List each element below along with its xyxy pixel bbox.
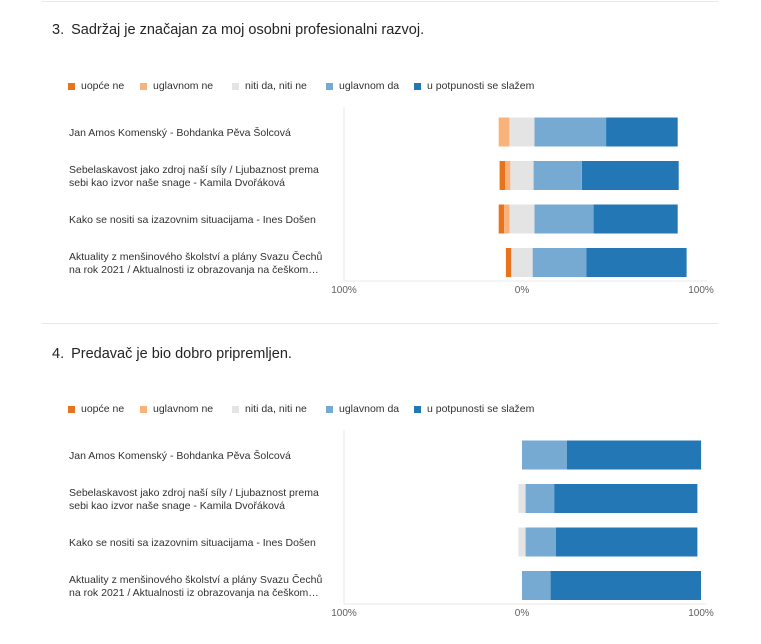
- bar-segment-uglavnom-da: [525, 527, 556, 557]
- category-label: sebi kao izvor naše snage - Kamila Dvořá…: [69, 177, 285, 189]
- bar-segment-niti-da-niti-ne: [509, 117, 535, 147]
- category-label: Kako se nositi sa izazovnim situacijama …: [69, 214, 316, 226]
- legend-swatch-uopce-ne: [68, 405, 75, 413]
- question-3-number: 3.: [52, 22, 65, 38]
- legend-item-uglavnom-da: uglavnom da: [326, 403, 399, 415]
- legend-swatch-uglavnom-ne: [140, 82, 147, 90]
- legend-swatch-uglavnom-ne: [140, 405, 147, 413]
- category-label: Aktuality z menšinového školství a plány…: [69, 573, 322, 586]
- tick-label-left-100: 100%: [331, 608, 357, 619]
- legend-item-uglavnom-da: uglavnom da: [326, 80, 399, 92]
- question-3-chart: Jan Amos Komenský - Bohdanka Pěva Šolcov…: [69, 107, 714, 296]
- bar-segment-uglavnom-da: [533, 161, 582, 190]
- bar-segment-niti-da-niti-ne: [511, 248, 533, 277]
- question-4-number: 4.: [52, 346, 65, 362]
- question-3-block: 3. Sadržaj je značajan za moj osobni prof…: [0, 0, 761, 318]
- question-4-block: 4. Predavač je bio dobro pripremljen. uop…: [0, 0, 761, 619]
- bar-segment-u-potpunosti: [556, 527, 698, 557]
- category-label: Kako se nositi sa izazovnim situacijama …: [69, 537, 316, 549]
- tick-label-zero: 0%: [515, 608, 530, 619]
- legend-label-niti-da-niti-ne: niti da, niti ne: [245, 80, 307, 92]
- legend-item-niti-da-niti-ne: niti da, niti ne: [232, 403, 307, 415]
- legend-item-uglavnom-ne: uglavnom ne: [140, 80, 213, 92]
- legend-swatch-uopce-ne: [68, 82, 75, 90]
- bar-segment-uglavnom-da: [525, 484, 555, 513]
- bar-segment-niti-da-niti-ne: [518, 484, 526, 513]
- legend-swatch-u-potpunosti: [414, 405, 421, 413]
- category-label: na rok 2021 / Aktualnosti iz obrazovanja…: [69, 264, 319, 276]
- legend-swatch-u-potpunosti: [414, 82, 421, 90]
- bar-segment-uglavnom-ne: [504, 204, 510, 234]
- bar-segment-uopce-ne: [499, 161, 505, 190]
- legend-swatch-uglavnom-da: [326, 405, 333, 413]
- legend-label-uglavnom-da: uglavnom da: [339, 80, 400, 92]
- bar-segment-u-potpunosti: [550, 571, 701, 600]
- legend-item-u-potpunosti: u potpunosti se slažem: [414, 403, 534, 415]
- legend-item-u-potpunosti: u potpunosti se slažem: [414, 80, 534, 92]
- category-label: Sebelaskavost jako zdroj naší síly / Lju…: [69, 164, 319, 176]
- bar-segment-u-potpunosti: [554, 484, 698, 513]
- bar-segment-uopce-ne: [505, 248, 512, 277]
- category-label: na rok 2021 / Aktualnosti iz obrazovanja…: [69, 587, 319, 599]
- bar-segment-uglavnom-da: [522, 440, 567, 470]
- bar-segment-uglavnom-da: [534, 204, 594, 234]
- bar-segment-u-potpunosti: [586, 248, 687, 277]
- question-4-chart: Jan Amos Komenský - Bohdanka Pěva Šolcov…: [69, 430, 714, 619]
- legend-label-niti-da-niti-ne: niti da, niti ne: [245, 403, 307, 415]
- legend-item-uopce-ne: uopće ne: [68, 80, 124, 92]
- bar-segment-niti-da-niti-ne: [509, 204, 535, 234]
- question-4-title: 4. Predavač je bio dobro pripremljen.: [52, 346, 292, 362]
- bar-segment-u-potpunosti: [582, 161, 679, 190]
- category-label: Aktuality z menšinového školství a plány…: [69, 250, 322, 263]
- category-label: sebi kao izvor naše snage - Kamila Dvořá…: [69, 500, 285, 512]
- legend-item-uglavnom-ne: uglavnom ne: [140, 403, 213, 415]
- legend-swatch-niti-da-niti-ne: [232, 82, 239, 90]
- bar-segment-uglavnom-ne: [498, 117, 510, 147]
- legend-label-uopce-ne: uopće ne: [81, 80, 125, 92]
- category-label: Sebelaskavost jako zdroj naší síly / Lju…: [69, 487, 319, 499]
- bar-segment-uopce-ne: [498, 204, 505, 234]
- tick-label-right-100: 100%: [688, 608, 714, 619]
- top-divider: [42, 1, 718, 2]
- legend-item-uopce-ne: uopće ne: [68, 403, 124, 415]
- tick-label-left-100: 100%: [331, 285, 357, 296]
- bar-segment-uglavnom-da: [534, 117, 607, 147]
- legend-label-uopce-ne: uopće ne: [81, 403, 125, 415]
- category-label: Jan Amos Komenský - Bohdanka Pěva Šolcov…: [69, 449, 291, 462]
- legend-item-niti-da-niti-ne: niti da, niti ne: [232, 80, 307, 92]
- legend-label-uglavnom-da: uglavnom da: [339, 403, 400, 415]
- category-label: Jan Amos Komenský - Bohdanka Pěva Šolcov…: [69, 126, 291, 139]
- question-4-text: Predavač je bio dobro pripremljen.: [71, 346, 292, 362]
- bar-segment-u-potpunosti: [606, 117, 678, 147]
- bar-segment-u-potpunosti: [593, 204, 678, 234]
- bar-segment-niti-da-niti-ne: [518, 527, 526, 557]
- bar-segment-uglavnom-da: [532, 248, 587, 277]
- bar-segment-u-potpunosti: [566, 440, 702, 470]
- question-3-title: 3. Sadržaj je značajan za moj osobni prof…: [52, 22, 424, 38]
- section-divider: [42, 323, 718, 324]
- bar-segment-niti-da-niti-ne: [510, 161, 534, 190]
- legend-swatch-uglavnom-da: [326, 82, 333, 90]
- bar-segment-uglavnom-ne: [505, 161, 511, 190]
- tick-label-right-100: 100%: [688, 285, 714, 296]
- legend-label-u-potpunosti: u potpunosti se slažem: [427, 80, 535, 92]
- legend-label-u-potpunosti: u potpunosti se slažem: [427, 403, 535, 415]
- legend-label-uglavnom-ne: uglavnom ne: [153, 80, 214, 92]
- bar-segment-uglavnom-da: [522, 571, 551, 600]
- question-3-text: Sadržaj je značajan za moj osobni profes…: [71, 22, 425, 38]
- legend-swatch-niti-da-niti-ne: [232, 405, 239, 413]
- legend-label-uglavnom-ne: uglavnom ne: [153, 403, 214, 415]
- tick-label-zero: 0%: [515, 285, 530, 296]
